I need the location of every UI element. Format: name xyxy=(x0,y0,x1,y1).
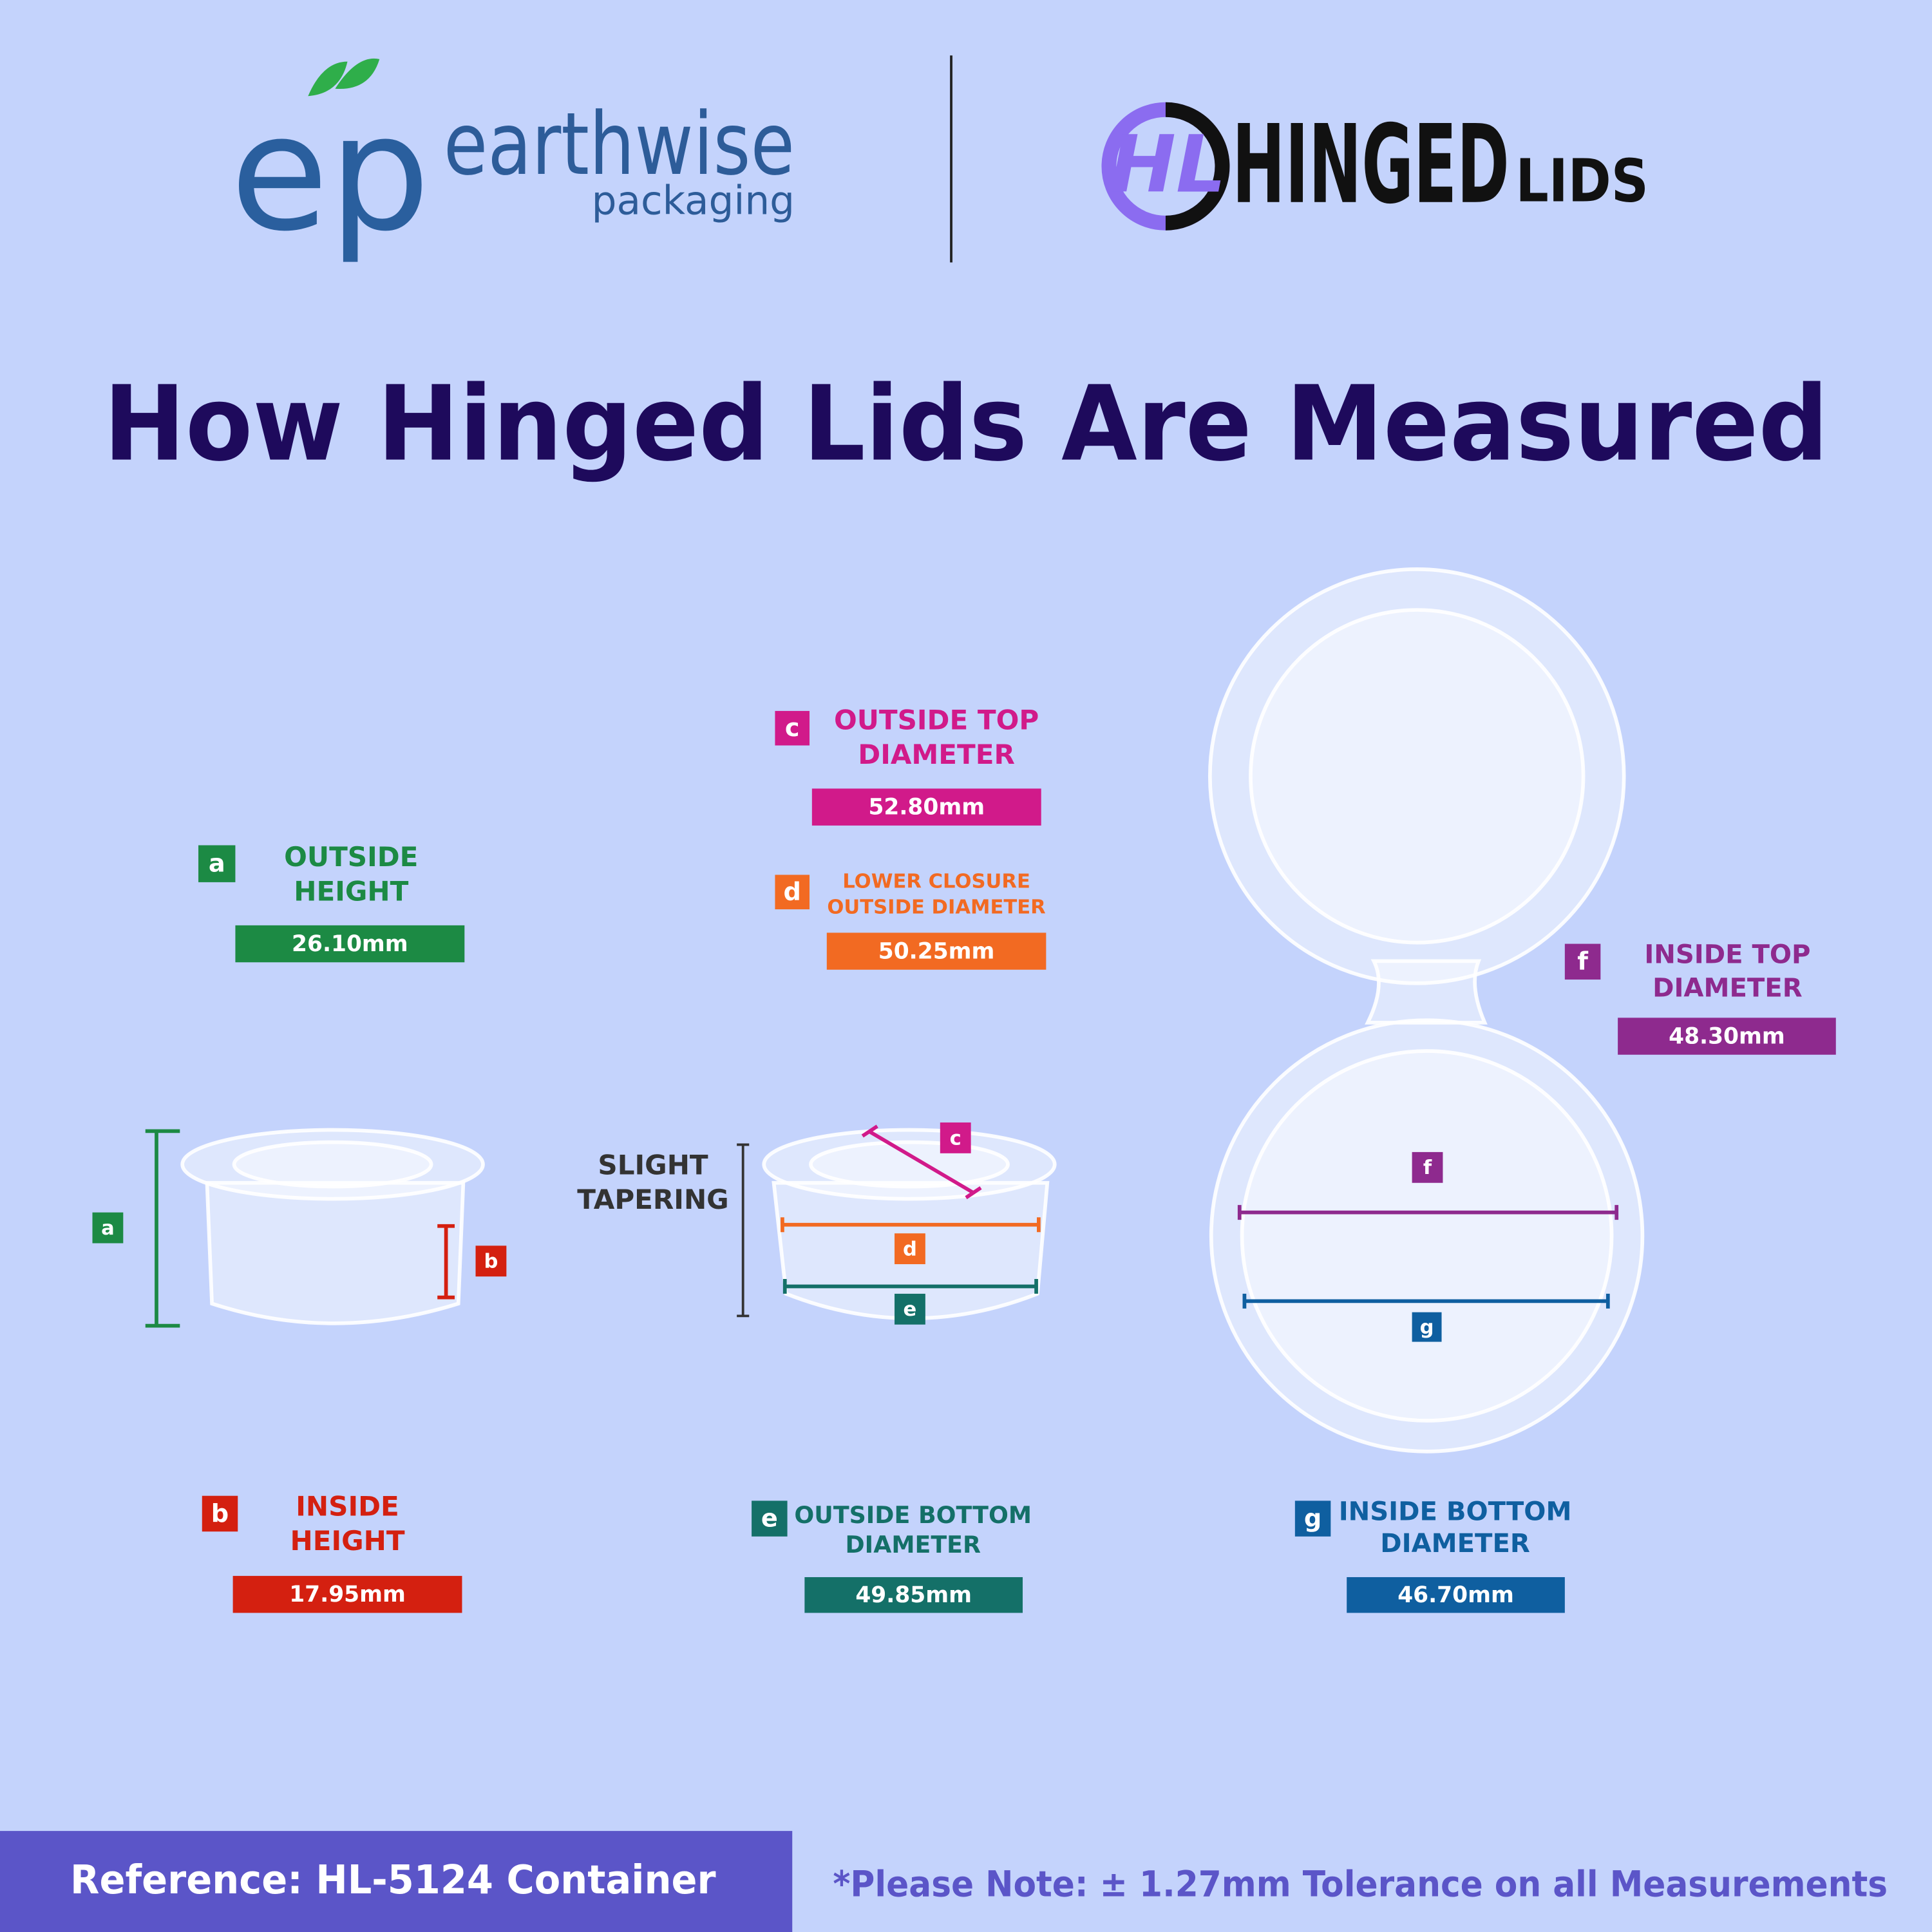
diagram-badge xyxy=(895,1233,925,1265)
diagram-letter: g xyxy=(1420,1316,1434,1339)
measure-label: OUTSIDE DIAMETER xyxy=(827,896,1045,919)
tapering-label: TAPERING xyxy=(577,1184,728,1215)
diagram-badge xyxy=(1412,1312,1442,1342)
badge-letter: c xyxy=(785,714,800,743)
brand-name: earthwise xyxy=(444,94,795,194)
measure-value: 52.80mm xyxy=(868,795,985,820)
diagram-badge xyxy=(92,1212,124,1244)
dim-d xyxy=(781,1217,1041,1233)
measure-label: INSIDE xyxy=(296,1490,399,1522)
diagram-badge xyxy=(1412,1151,1443,1183)
footer-note: *Please Note: ± 1.27mm Tolerance on all … xyxy=(833,1864,1888,1905)
value-bar xyxy=(826,933,1046,970)
measure-label: DIAMETER xyxy=(846,1531,981,1558)
value-bar xyxy=(804,1577,1023,1613)
measure-value: 50.25mm xyxy=(878,938,995,964)
brand-mark: ep xyxy=(230,80,430,267)
dim-b xyxy=(437,1224,455,1300)
measure-label: HEIGHT xyxy=(294,876,408,907)
container-side xyxy=(180,1128,485,1325)
badge-letter: f xyxy=(1577,947,1588,976)
dim-f xyxy=(1237,1205,1619,1220)
measure-value: 49.85mm xyxy=(855,1582,972,1608)
measure-label: LOWER CLOSURE xyxy=(842,870,1030,893)
value-bar xyxy=(811,788,1041,826)
measure-value: 17.95mm xyxy=(289,1582,406,1607)
page-title: How Hinged Lids Are Measured xyxy=(104,364,1829,484)
container-open xyxy=(1208,567,1645,1454)
measure-label: OUTSIDE xyxy=(284,841,418,873)
dim-e xyxy=(782,1278,1038,1294)
badge-letter: e xyxy=(761,1504,778,1533)
measure-label: DIAMETER xyxy=(1653,973,1803,1003)
partner-sub: LIDS xyxy=(1515,146,1649,215)
measure-label: INSIDE TOP xyxy=(1644,940,1810,970)
measure-label: DIAMETER xyxy=(858,739,1015,770)
brand-sub: packaging xyxy=(592,178,795,223)
value-bar xyxy=(235,925,465,963)
measure-value: 48.30mm xyxy=(1669,1023,1785,1049)
value-bar xyxy=(1347,1577,1565,1613)
dim-c xyxy=(861,1124,982,1200)
diagram-letter: a xyxy=(101,1217,115,1240)
badge xyxy=(1294,1501,1331,1537)
footer-reference: Reference: HL-5124 Container xyxy=(70,1857,716,1903)
badge xyxy=(198,845,236,882)
badge xyxy=(752,1501,788,1537)
partner-name: HINGED xyxy=(1232,102,1509,228)
badge xyxy=(775,875,810,909)
diagram-badge xyxy=(475,1245,507,1277)
diagram-letter: c xyxy=(950,1127,961,1150)
measure-label: DIAMETER xyxy=(1380,1529,1530,1558)
diagram-letter: f xyxy=(1423,1157,1432,1179)
footer-band xyxy=(0,1831,793,1932)
logo-ring-dark xyxy=(1165,102,1230,231)
value-bar xyxy=(232,1576,462,1613)
measure-label: OUTSIDE TOP xyxy=(834,705,1039,736)
diagram-letter: e xyxy=(904,1298,917,1321)
diagram-letter: b xyxy=(484,1251,498,1273)
badge-letter: g xyxy=(1304,1504,1321,1533)
value-bar xyxy=(1618,1018,1836,1055)
badge xyxy=(775,710,810,746)
badge xyxy=(202,1495,238,1532)
badge-letter: a xyxy=(209,849,225,878)
badge-letter: b xyxy=(211,1499,229,1528)
badge xyxy=(1564,943,1601,980)
diagram-badge xyxy=(895,1293,925,1325)
leaves xyxy=(308,58,380,97)
diagram-badge xyxy=(940,1122,971,1153)
dim-taper xyxy=(737,1143,750,1318)
measure-label: OUTSIDE BOTTOM xyxy=(794,1501,1032,1529)
measure-label: HEIGHT xyxy=(290,1525,405,1557)
diagram-letter: d xyxy=(903,1238,917,1261)
tapering-label: SLIGHT xyxy=(598,1149,708,1180)
dim-a xyxy=(145,1129,180,1328)
dim-g xyxy=(1242,1293,1610,1309)
partner-mark: HL xyxy=(1110,118,1227,211)
container-tapered xyxy=(762,1128,1057,1320)
measure-value: 26.10mm xyxy=(292,931,408,957)
badge-letter: d xyxy=(784,878,801,907)
measure-value: 46.70mm xyxy=(1397,1582,1514,1608)
measure-label: INSIDE BOTTOM xyxy=(1339,1497,1572,1526)
